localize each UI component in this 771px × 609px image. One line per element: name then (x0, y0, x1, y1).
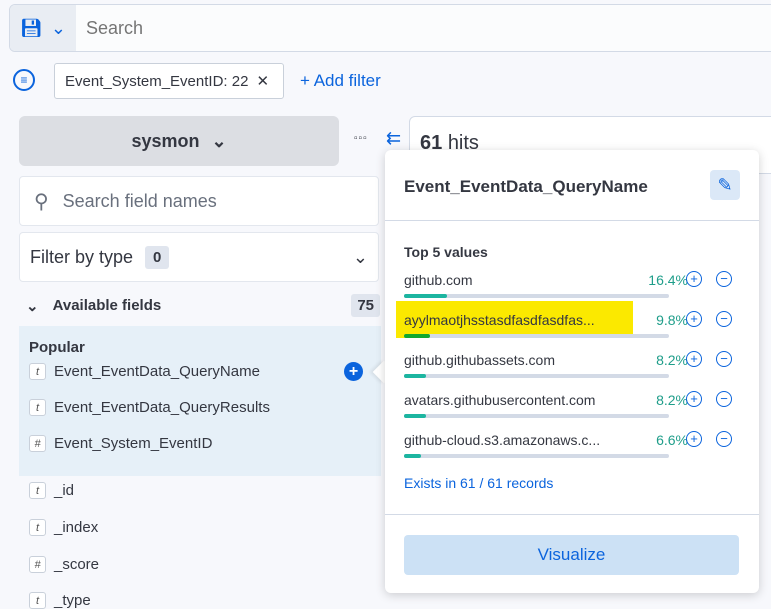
value-percent: 8.2% (656, 392, 688, 408)
field-name: Event_EventData_QueryName (54, 363, 260, 380)
value-bar (404, 414, 669, 418)
chevron-down-icon: ⌄ (352, 246, 368, 267)
popover-title: Event_EventData_QueryName (404, 177, 648, 196)
minus-circle-icon[interactable]: − (716, 431, 732, 447)
saved-query-button[interactable]: 💾︎ ⌄ (10, 5, 76, 51)
search-icon: ⚲ (34, 190, 49, 213)
options-icon[interactable]: ▫▫▫ (354, 133, 368, 144)
divider (385, 220, 759, 221)
string-type-icon: t (29, 363, 46, 380)
field-search-placeholder: Search field names (62, 190, 217, 211)
value-label: github.githubassets.com (404, 352, 555, 368)
filter-count-badge: 0 (145, 245, 170, 269)
field-name: _index (54, 519, 99, 536)
string-type-icon: t (29, 519, 46, 536)
field-name: _id (54, 482, 75, 499)
available-fields-label: Available fields (52, 297, 162, 314)
plus-circle-icon[interactable]: + (686, 271, 702, 287)
field-name: Event_System_EventID (54, 435, 213, 452)
field-name: Event_EventData_QueryResults (54, 399, 270, 416)
field-name: _score (54, 556, 100, 573)
top-value-row: github.githubassets.com 8.2% + − (404, 351, 744, 388)
popular-title: Popular (29, 339, 85, 356)
value-label: ayylmaotjhsstasdfasdfasdfas... (404, 312, 595, 328)
hits-label: hits (447, 132, 479, 154)
top-values-label: Top 5 values (404, 244, 488, 260)
top-value-row: github.com 16.4% + − (404, 271, 744, 308)
top-value-row: avatars.githubusercontent.com 8.2% + − (404, 391, 744, 428)
value-percent: 16.4% (648, 272, 688, 288)
value-bar-fill (404, 374, 426, 378)
filter-pill-label: Event_System_EventID: 22 (65, 72, 249, 90)
field-item[interactable]: t Event_EventData_QueryName (29, 363, 260, 380)
plus-circle-icon[interactable]: + (686, 391, 702, 407)
value-label: github-cloud.s3.amazonaws.c... (404, 432, 601, 448)
filter-by-type-label: Filter by type (30, 246, 134, 267)
minus-circle-icon[interactable]: − (716, 391, 732, 407)
field-details-popover: Event_EventData_QueryName ✎ Top 5 values… (385, 150, 759, 593)
value-bar (404, 294, 669, 298)
number-type-icon: # (29, 556, 46, 573)
value-label: avatars.githubusercontent.com (404, 392, 596, 408)
top-value-row: github-cloud.s3.amazonaws.c... 6.6% + − (404, 431, 744, 468)
top-value-row: ayylmaotjhsstasdfasdfasdfas... 9.8% + − (396, 301, 744, 348)
value-label: github.com (404, 272, 473, 288)
search-input[interactable] (76, 5, 771, 51)
close-icon[interactable]: ✕ (256, 73, 270, 90)
chevron-down-icon: ⌄ (26, 297, 39, 315)
edit-field-button[interactable]: ✎ (710, 170, 740, 200)
chevron-down-icon: ⌄ (211, 130, 227, 151)
filter-pill[interactable]: Event_System_EventID: 22 ✕ (54, 63, 284, 99)
string-type-icon: t (29, 399, 46, 416)
value-percent: 6.6% (656, 432, 688, 448)
value-bar-fill (404, 294, 448, 298)
value-bar (404, 454, 669, 458)
string-type-icon: t (29, 592, 46, 609)
value-bar (404, 334, 669, 338)
plus-circle-icon[interactable]: + (686, 431, 702, 447)
minus-circle-icon[interactable]: − (716, 271, 732, 287)
field-item[interactable]: t _type (29, 592, 91, 609)
pencil-icon: ✎ (717, 175, 733, 195)
value-bar-fill (404, 334, 430, 338)
value-bar-fill (404, 454, 422, 458)
filter-icon[interactable]: ≡ (13, 69, 35, 91)
number-type-icon: # (29, 435, 46, 452)
available-fields-header[interactable]: ⌄ Available fields 75 (26, 294, 380, 317)
plus-circle-icon[interactable]: + (686, 311, 702, 327)
string-type-icon: t (29, 482, 46, 499)
field-item[interactable]: t Event_EventData_QueryResults (29, 399, 270, 416)
available-count-badge: 75 (351, 294, 380, 317)
highlight (396, 301, 633, 338)
minus-circle-icon[interactable]: − (716, 311, 732, 327)
save-icon: 💾︎ (20, 17, 43, 38)
minus-circle-icon[interactable]: − (716, 351, 732, 367)
chevron-down-icon: ⌄ (50, 17, 66, 38)
query-bar: 💾︎ ⌄ (9, 4, 771, 52)
filter-by-type[interactable]: Filter by type 0 ⌄ (19, 232, 379, 282)
popular-section (19, 326, 381, 476)
field-item[interactable]: # Event_System_EventID (29, 435, 212, 452)
add-field-button[interactable]: + (344, 362, 363, 381)
hits-count: 61 (420, 132, 443, 154)
index-pattern-selector[interactable]: sysmon ⌄ (19, 116, 339, 166)
exists-link[interactable]: Exists in 61 / 61 records (404, 475, 554, 491)
field-item[interactable]: t _index (29, 519, 98, 536)
divider (385, 514, 759, 515)
plus-circle-icon[interactable]: + (686, 351, 702, 367)
field-name: _type (54, 592, 91, 609)
value-percent: 8.2% (656, 352, 688, 368)
value-bar (404, 374, 669, 378)
add-filter-button[interactable]: + Add filter (300, 71, 381, 90)
collapse-sidebar-icon[interactable]: ⇇ (386, 128, 402, 148)
value-bar-fill (404, 414, 426, 418)
field-item[interactable]: t _id (29, 482, 74, 499)
value-percent: 9.8% (656, 312, 688, 328)
index-name: sysmon (131, 130, 200, 151)
field-search[interactable]: ⚲ Search field names (19, 176, 379, 226)
field-item[interactable]: # _score (29, 556, 99, 573)
visualize-button[interactable]: Visualize (404, 535, 739, 575)
